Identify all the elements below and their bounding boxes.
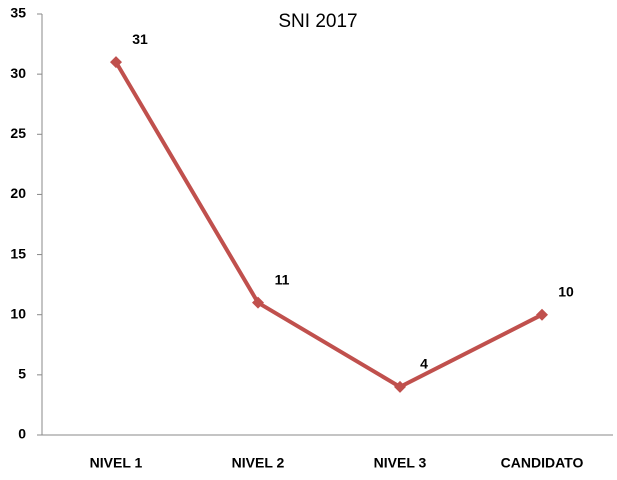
x-tick-label: CANDIDATO	[501, 455, 584, 471]
y-tick-label: 10	[10, 305, 26, 321]
x-tick-label: NIVEL 2	[232, 455, 285, 471]
marker	[110, 56, 122, 69]
chart-title: SNI 2017	[278, 11, 357, 32]
y-tick-label: 0	[18, 426, 26, 442]
x-tick-label: NIVEL 1	[90, 455, 143, 471]
y-tick-label: 30	[10, 65, 26, 81]
x-tick-label: NIVEL 3	[374, 455, 427, 471]
data-label: 31	[132, 31, 148, 47]
y-tick-label: 25	[10, 125, 26, 141]
y-tick-label: 15	[10, 245, 26, 261]
marker	[394, 380, 406, 393]
y-tick-label: 20	[10, 185, 26, 201]
data-label: 10	[558, 283, 574, 299]
marker	[252, 296, 264, 309]
y-tick-label: 5	[18, 366, 26, 382]
y-tick-label: 35	[10, 5, 26, 21]
data-label: 11	[275, 271, 290, 287]
data-label: 4	[420, 356, 428, 372]
marker	[536, 308, 548, 321]
data-line	[114, 61, 543, 389]
